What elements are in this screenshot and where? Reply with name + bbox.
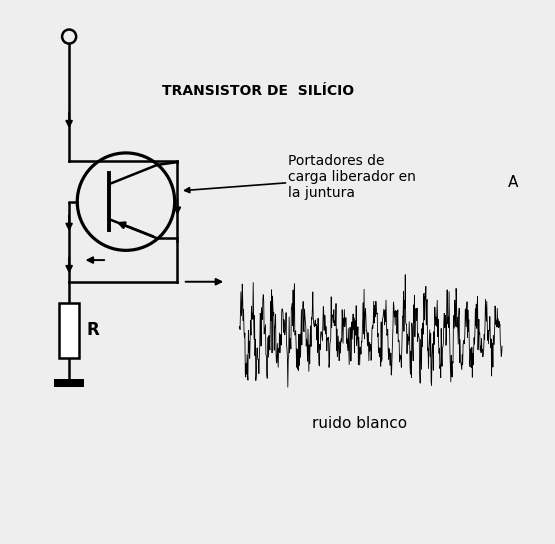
Bar [54, 379, 84, 387]
Bar [59, 304, 79, 357]
Text: A: A [508, 175, 518, 190]
Text: Portadores de
carga liberador en
la juntura: Portadores de carga liberador en la junt… [289, 154, 416, 201]
Text: R: R [87, 322, 99, 339]
Text: TRANSISTOR DE  SILÍCIO: TRANSISTOR DE SILÍCIO [163, 84, 355, 98]
Text: ruido blanco: ruido blanco [312, 416, 407, 431]
